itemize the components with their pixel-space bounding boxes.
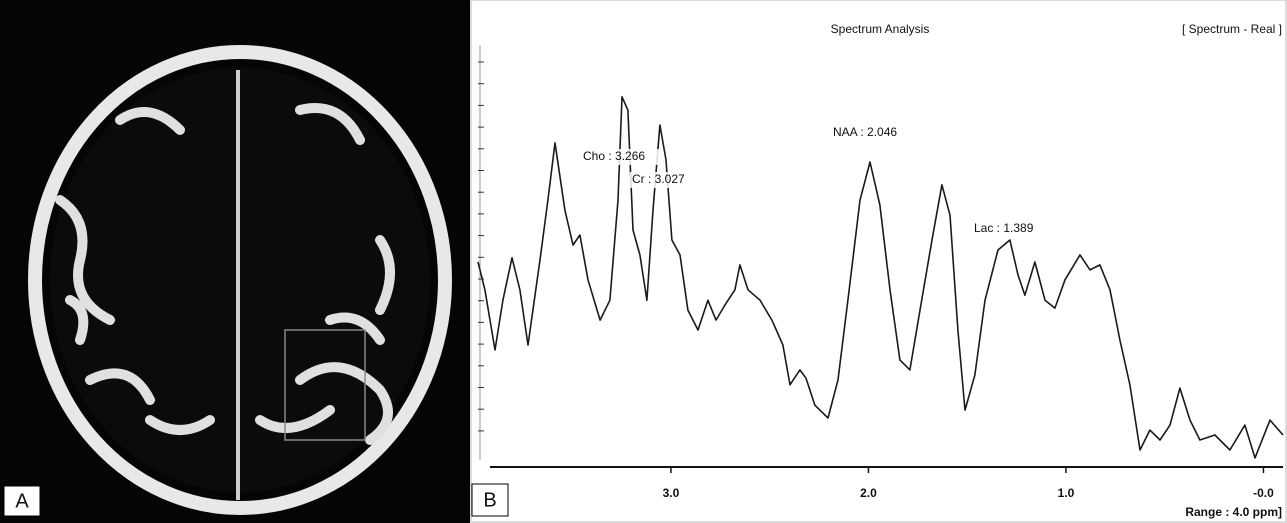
x-tick-label: -0.0 — [1253, 486, 1274, 500]
x-tick-label: 1.0 — [1058, 486, 1075, 500]
peak-annotation: Cr : 3.027 — [632, 172, 685, 186]
x-tick-label: 3.0 — [663, 486, 680, 500]
panel-label-box — [3, 485, 41, 517]
peak-annotation: Cho : 3.266 — [583, 149, 645, 163]
peak-annotation: Lac : 1.389 — [974, 221, 1034, 235]
panel-label: B — [483, 489, 496, 511]
panel-label-box — [471, 483, 509, 517]
mri-image — [0, 0, 470, 523]
annotation-bg — [831, 125, 911, 141]
peak-annotation: NAA : 2.046 — [833, 125, 897, 139]
annotation-bg — [581, 149, 661, 165]
x-tick-label: 2.0 — [860, 486, 877, 500]
spectrum-line — [477, 96, 1284, 459]
annotation-bg — [972, 221, 1052, 237]
spectrum-panel — [470, 0, 1287, 523]
panel-label: A — [15, 490, 29, 512]
mode-label: [ Spectrum - Real ] — [1182, 22, 1282, 36]
annotation-bg — [630, 172, 710, 188]
chart-title: Spectrum Analysis — [831, 22, 930, 36]
range-label: Range : 4.0 ppm] — [1185, 505, 1282, 519]
